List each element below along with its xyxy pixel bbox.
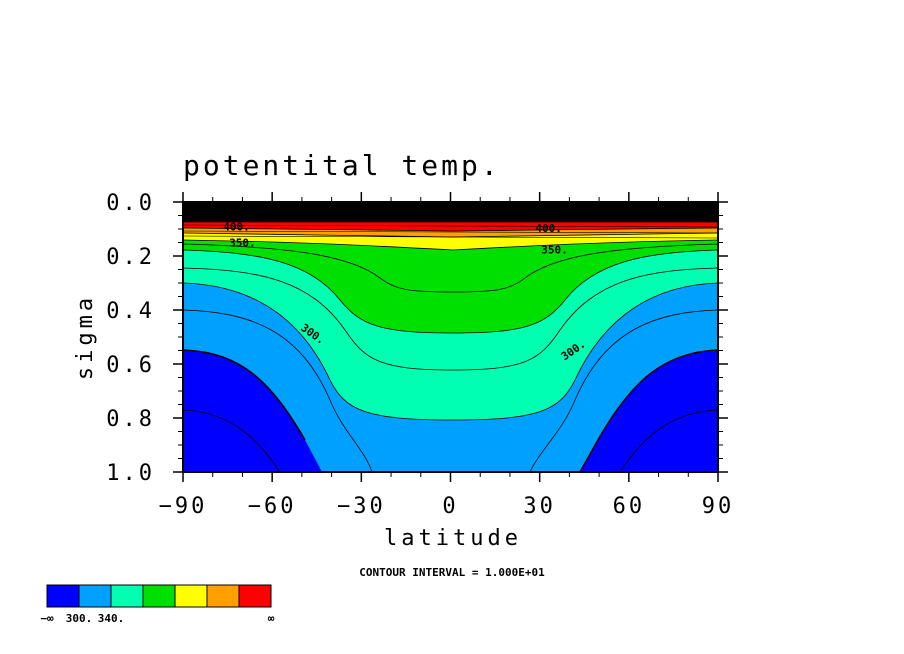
colorbar-swatch-5 bbox=[206, 584, 240, 608]
x-tick-label-4: 30 bbox=[523, 494, 556, 519]
upper-contour-3 bbox=[183, 218, 718, 222]
y-axis-label: sigma bbox=[73, 294, 98, 380]
x-tick-labels: −90 −60 −30 0 30 60 90 bbox=[159, 494, 735, 519]
colorbar-label-0: −∞ bbox=[40, 612, 54, 625]
y-tick-label-3: 0.6 bbox=[106, 353, 155, 378]
contour-label-3: 350. bbox=[541, 243, 568, 256]
contour-line-5 bbox=[183, 243, 718, 293]
contour-interval-label: CONTOUR INTERVAL = 1.000E+01 bbox=[359, 566, 545, 579]
colorbar-swatch-4 bbox=[174, 584, 208, 608]
y-tick-label-4: 0.8 bbox=[106, 407, 155, 432]
contour-lines bbox=[183, 205, 718, 472]
upper-contour-1 bbox=[183, 210, 718, 214]
contour-boundary-2 bbox=[183, 249, 718, 334]
contour-label-2: 350. bbox=[229, 237, 256, 250]
colorbar-swatch-1 bbox=[78, 584, 112, 608]
x-tick-label-5: 60 bbox=[613, 494, 646, 519]
contour-boundary-5 bbox=[183, 227, 718, 232]
contour-boundary-3 bbox=[183, 239, 718, 251]
x-tick-label-3: 0 bbox=[442, 494, 458, 519]
y-tick-label-5: 1.0 bbox=[106, 461, 155, 486]
contour-line-1 bbox=[619, 409, 718, 472]
y-tick-labels: 0.0 0.2 0.4 0.6 0.8 1.0 bbox=[106, 191, 155, 486]
upper-contour-4 bbox=[183, 224, 718, 228]
upper-contour-2 bbox=[183, 214, 718, 218]
y-tick-label-0: 0.0 bbox=[106, 191, 155, 216]
colorbar-label-3: ∞ bbox=[268, 612, 275, 625]
colorbar-swatch-6 bbox=[238, 584, 272, 608]
contour-label-6: 450. bbox=[443, 199, 470, 212]
contour-line-4 bbox=[183, 267, 718, 371]
upper-contour-0 bbox=[183, 205, 718, 209]
axis-ticks bbox=[173, 192, 728, 482]
y-tick-label-2: 0.4 bbox=[106, 299, 155, 324]
x-axis-label: latitude bbox=[384, 526, 522, 551]
contour-line-2 bbox=[183, 309, 373, 472]
y-tick-label-1: 0.2 bbox=[106, 245, 155, 270]
contour-boundary-0 bbox=[183, 349, 718, 472]
upper-contour-5 bbox=[183, 230, 718, 234]
x-tick-label-6: 90 bbox=[702, 494, 735, 519]
upper-contour-6 bbox=[183, 235, 718, 239]
colorbar-swatch-3 bbox=[142, 584, 176, 608]
contour-label-5: 400. bbox=[535, 222, 562, 235]
contour-line-0 bbox=[183, 409, 281, 472]
colorbar-label-1: 300. bbox=[66, 612, 93, 625]
chart-title: potentital temp. bbox=[183, 149, 501, 182]
contour-label-4: 400. bbox=[223, 220, 250, 233]
colorbar-label-2: 340. bbox=[98, 612, 125, 625]
colorbar: −∞ 300. 340. ∞ bbox=[40, 584, 275, 625]
x-tick-label-2: −30 bbox=[337, 494, 386, 519]
colorbar-swatch-0 bbox=[46, 584, 80, 608]
x-tick-label-1: −60 bbox=[248, 494, 297, 519]
contour-fills bbox=[183, 202, 718, 472]
colorbar-swatch-2 bbox=[110, 584, 144, 608]
x-tick-label-0: −90 bbox=[159, 494, 208, 519]
contour-boundary-1 bbox=[183, 282, 718, 421]
contour-line-3 bbox=[529, 309, 718, 472]
